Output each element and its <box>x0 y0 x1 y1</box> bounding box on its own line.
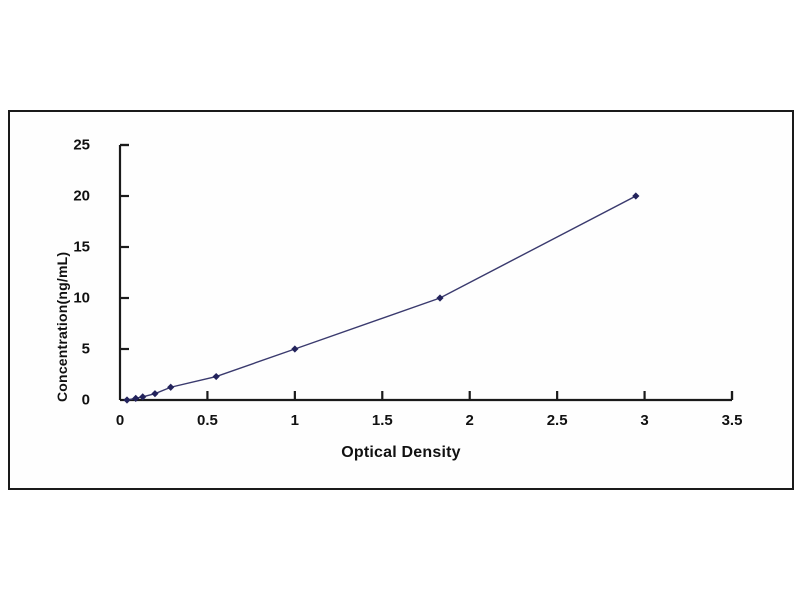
y-tick-label-layer: 0 5 10 15 20 25 <box>62 112 90 488</box>
y-tick-label: 10 <box>73 289 90 307</box>
y-axis-title: Concentration(ng/mL) <box>54 251 70 402</box>
x-tick-label: 3.5 <box>721 412 743 429</box>
x-tick-label: 2.5 <box>546 412 568 429</box>
y-tick-label: 20 <box>73 187 90 205</box>
x-tick-label: 0 <box>115 412 125 429</box>
x-tick-label: 3 <box>640 412 649 429</box>
x-tick-label: 1.5 <box>371 412 393 429</box>
x-tick-label: 2 <box>465 412 474 429</box>
y-tick-label: 0 <box>81 391 90 409</box>
figure-frame: 0 5 10 15 20 25 Optical Density Concentration… <box>8 110 794 490</box>
x-tick-label: 1 <box>290 412 300 429</box>
y-tick-label: 5 <box>81 340 90 358</box>
axes-group <box>118 143 734 402</box>
x-tick-label: 0.5 <box>196 412 218 429</box>
data-series-group <box>123 192 640 404</box>
tick-marks-group <box>120 143 734 400</box>
y-tick-label: 25 <box>73 136 90 154</box>
standard-curve-plot <box>118 143 734 404</box>
plot-area: 0 5 10 15 20 25 Optical Density Concentration… <box>10 112 792 488</box>
y-tick-label: 15 <box>73 238 90 256</box>
x-axis-title: Optical Density <box>341 444 461 461</box>
